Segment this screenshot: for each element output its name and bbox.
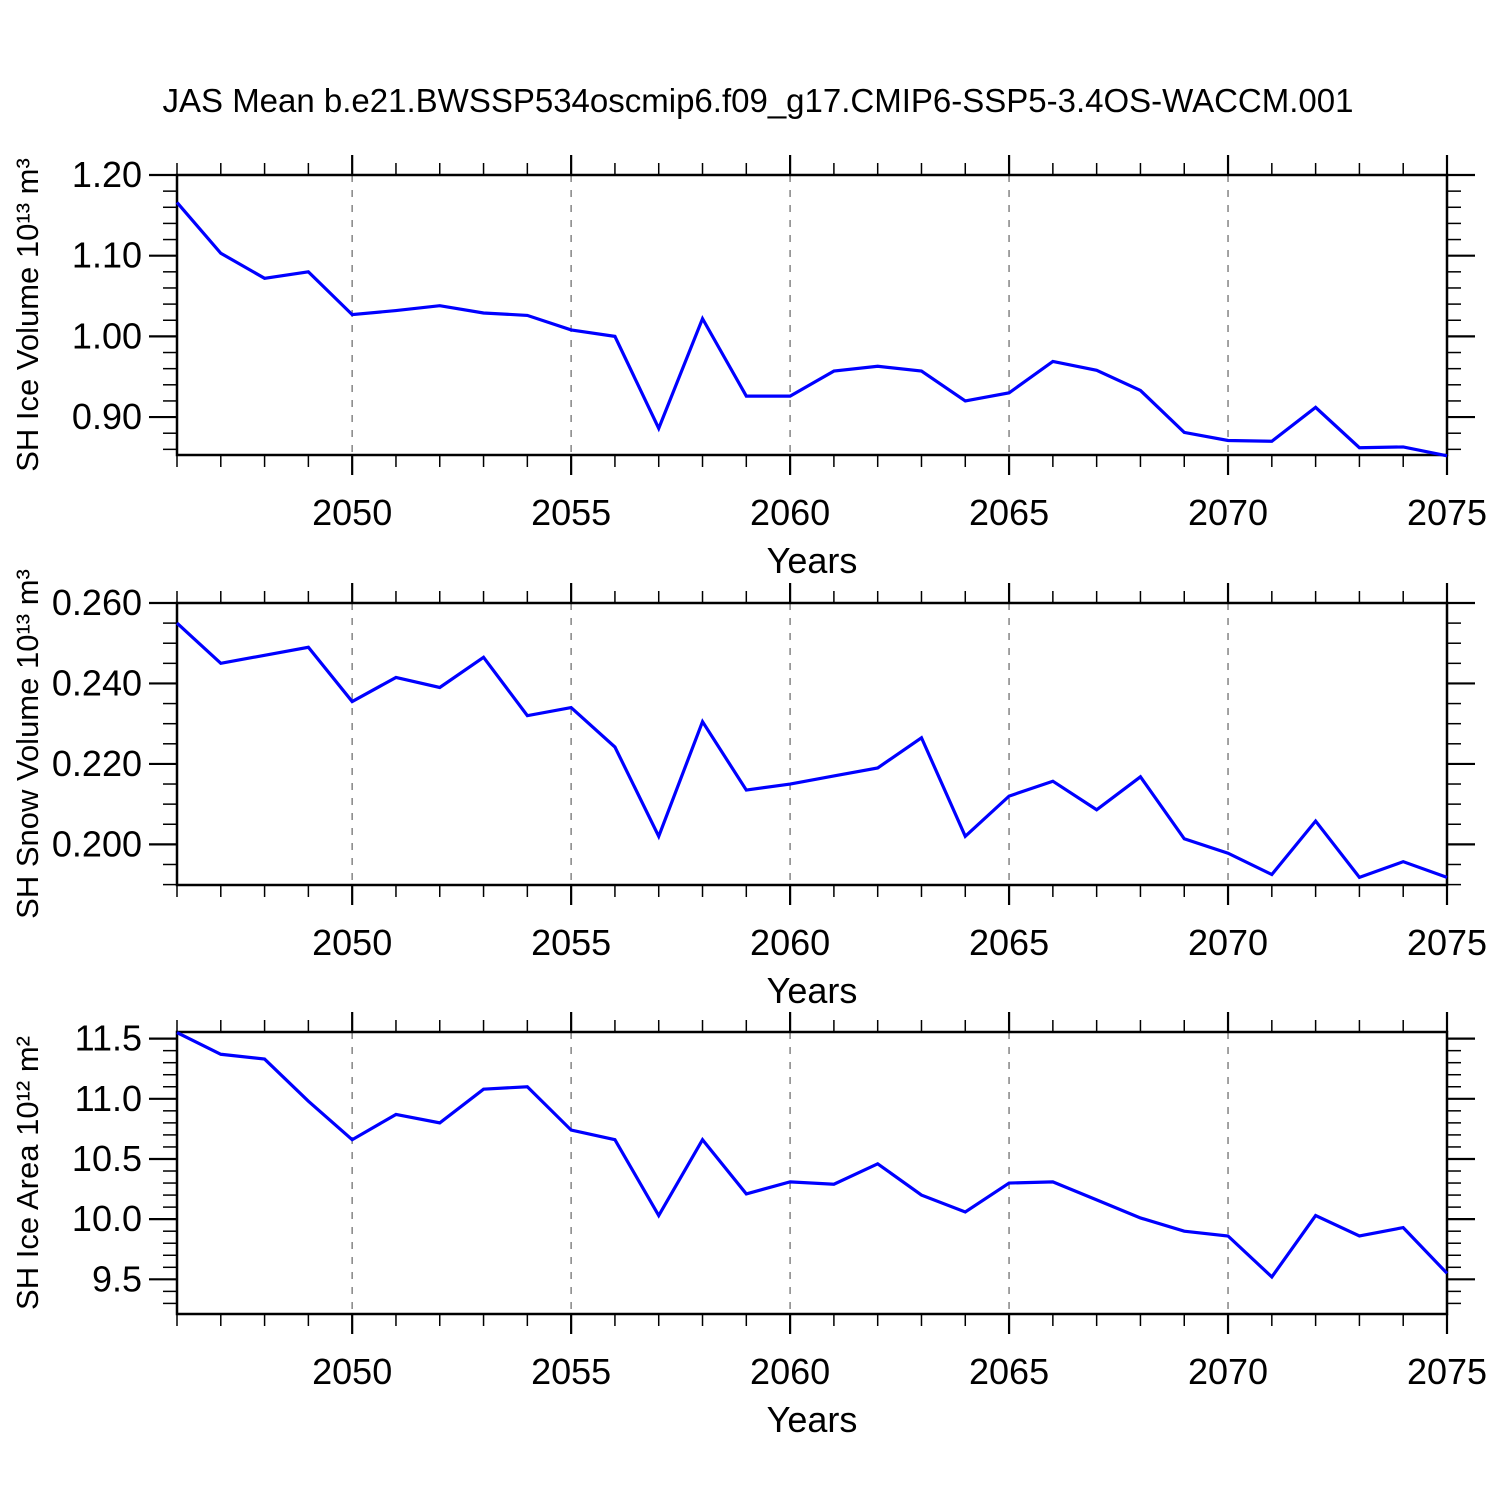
axes-frame xyxy=(175,173,1449,457)
y-tick-label: 0.200 xyxy=(52,823,142,864)
x-tick-label: 2060 xyxy=(750,492,830,533)
x-tick-label: 2050 xyxy=(312,922,392,963)
y-tick-label: 9.5 xyxy=(92,1258,142,1299)
panel-snow-volume: 2050 2055 2060 2065 2070 2075 0.200 0.220 0.240 0… xyxy=(10,569,1487,1011)
x-tick-label: 2075 xyxy=(1407,922,1487,963)
panel-ice-area: 2050 2055 2060 2065 2070 2075 9.5 10.0 10.5 11.0 1… xyxy=(10,1012,1487,1440)
chart-title: JAS Mean b.e21.BWSSP534oscmip6.f09_g17.C… xyxy=(162,82,1354,119)
axes-frame xyxy=(175,601,1449,887)
y-tick-label: 0.90 xyxy=(72,396,142,437)
x-tick-label: 2055 xyxy=(531,492,611,533)
y-axis-title: SH Ice Area 10¹² m² xyxy=(10,1036,45,1310)
y-tick-label: 10.5 xyxy=(72,1138,142,1179)
x-tick-label: 2075 xyxy=(1407,492,1487,533)
x-axis-title: Years xyxy=(767,1399,858,1440)
x-tick-label: 2060 xyxy=(750,1351,830,1392)
x-tick-label: 2070 xyxy=(1188,922,1268,963)
ice-area-line xyxy=(176,1031,1449,1280)
y-tick-label: 1.00 xyxy=(72,315,142,356)
y-tick-label: 11.0 xyxy=(75,1078,142,1119)
ice-volume-line xyxy=(175,201,1448,458)
x-tick-label: 2065 xyxy=(969,492,1049,533)
x-tick-label: 2075 xyxy=(1407,1351,1487,1392)
x-axis-title: Years xyxy=(767,540,858,581)
panel-ice-volume: 2050 2055 2060 2065 2070 2075 0.90 1.00 1.10 1.20… xyxy=(10,154,1487,581)
y-tick-label: 0.220 xyxy=(52,743,142,784)
x-tick-label: 2070 xyxy=(1188,492,1268,533)
x-tick-label: 2065 xyxy=(969,1351,1049,1392)
x-axis-title: Years xyxy=(767,970,858,1011)
y-tick-label: 10.0 xyxy=(72,1198,142,1239)
y-tick-label: 11.5 xyxy=(75,1018,142,1059)
y-axis-title: SH Ice Volume 10¹³ m³ xyxy=(10,158,45,472)
axes-frame xyxy=(175,1030,1449,1316)
x-tick-label: 2055 xyxy=(531,922,611,963)
x-tick-label: 2060 xyxy=(750,922,830,963)
x-tick-label: 2050 xyxy=(312,1351,392,1392)
snow-volume-line xyxy=(175,621,1448,880)
y-tick-label: 1.10 xyxy=(72,235,142,276)
y-tick-label: 0.240 xyxy=(52,662,142,703)
x-tick-label: 2070 xyxy=(1188,1351,1268,1392)
y-tick-label: 0.260 xyxy=(52,582,142,623)
y-axis-title: SH Snow Volume 10¹³ m³ xyxy=(10,569,45,919)
x-tick-label: 2055 xyxy=(531,1351,611,1392)
x-tick-label: 2050 xyxy=(312,492,392,533)
x-tick-label: 2065 xyxy=(969,922,1049,963)
y-tick-label: 1.20 xyxy=(72,154,142,195)
